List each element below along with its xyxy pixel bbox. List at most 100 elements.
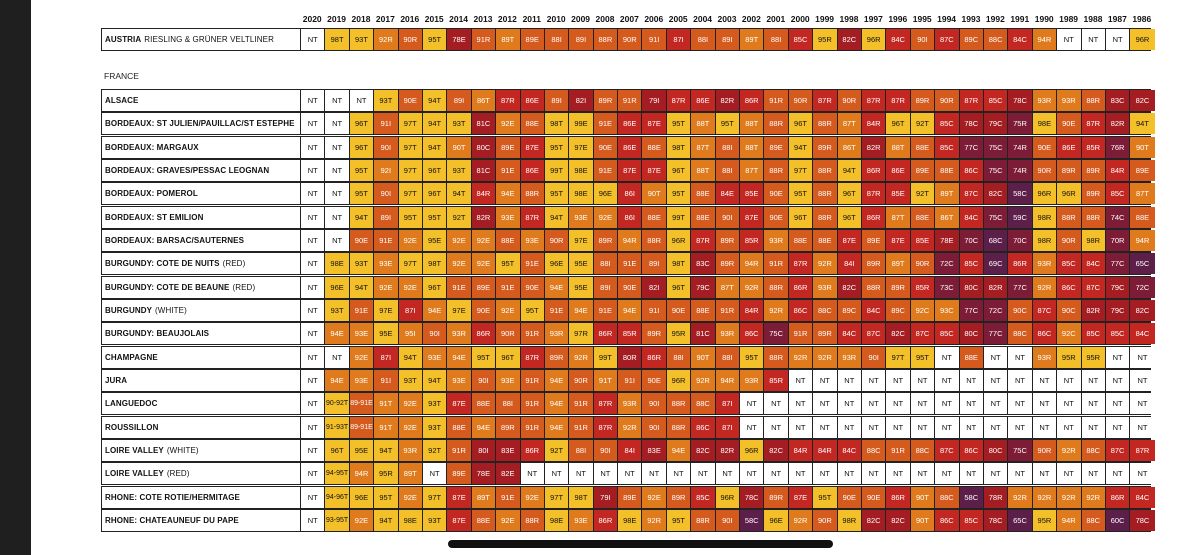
rating-cell: 89R [544, 347, 570, 368]
rating-cell: 90R [910, 253, 936, 274]
rating-cell: 75R [1008, 113, 1033, 134]
rating-cell: 91I [642, 300, 667, 321]
rating-cell: NT [740, 393, 765, 414]
region-name: BORDEAUX: ST EMILION [105, 213, 204, 222]
rating-cell: NT [959, 417, 984, 438]
rating-cell: 93E [496, 207, 521, 228]
rating-cell: NT [788, 370, 814, 391]
rating-cell: 83E [496, 440, 521, 461]
rating-cell: NT [1057, 463, 1082, 484]
rating-cell: 87I [666, 29, 692, 50]
rating-cell: NT [1105, 417, 1131, 438]
rating-cell: 79C [1105, 277, 1131, 298]
rating-cell: NT [837, 417, 862, 438]
rating-cell: 91R [447, 440, 472, 461]
rating-cell: 89R [910, 90, 936, 111]
rating-cell: 94E [544, 393, 570, 414]
rating-cell: 88E [496, 230, 521, 251]
rating-cell: 98E [325, 253, 350, 274]
row-label: BORDEAUX: BARSAC/SAUTERNES [102, 230, 301, 251]
rating-cell: 87T [1130, 183, 1155, 204]
rating-cell: 96E [593, 183, 619, 204]
rating-cell: 95E [569, 277, 594, 298]
rating-cell: NT [959, 393, 984, 414]
rating-cell: 86E [1057, 137, 1082, 158]
rating-cell: 82R [1081, 300, 1106, 321]
rating-cell: 98E [398, 510, 423, 531]
rating-cell: 94-96T [325, 487, 350, 508]
rating-cell: 87E [788, 487, 814, 508]
rating-cell: 86C [1057, 277, 1082, 298]
rating-cell: 93R [1032, 347, 1058, 368]
rating-cell: 85C [935, 113, 960, 134]
rating-cell: 89R [813, 323, 838, 344]
region-name: RHONE: COTE ROTIE/HERMITAGE [105, 493, 240, 502]
rating-cell: 88I [666, 347, 692, 368]
horizontal-scrollbar[interactable] [448, 540, 833, 548]
rating-cell: 92E [398, 230, 423, 251]
rating-cell: 88R [813, 160, 838, 181]
rating-cell: 90R [618, 29, 643, 50]
rating-cell: NT [325, 183, 350, 204]
row-label: BURGUNDY: COTE DE NUITS (RED) [102, 253, 301, 274]
rating-cell: 88R [861, 277, 887, 298]
row-label: LANGUEDOC [102, 393, 301, 414]
rating-cell: 95T [544, 183, 570, 204]
rating-cell: 86I [618, 183, 643, 204]
rating-cell: 93E [569, 207, 594, 228]
rating-cell: 85R [764, 370, 789, 391]
rating-cell: 99E [569, 113, 594, 134]
rating-cell: 93R [618, 393, 643, 414]
rating-cell: NT [1057, 393, 1082, 414]
row-label: BORDEAUX: MARGAUX [102, 137, 301, 158]
rating-cell: 88I [544, 29, 570, 50]
rating-cell: 87C [935, 440, 960, 461]
row-label: BURGUNDY (WHITE) [102, 300, 301, 321]
rating-cell: 91I [374, 113, 399, 134]
rating-cell: NT [301, 29, 326, 50]
rating-cell: 82R [983, 277, 1009, 298]
rating-cell: 91R [520, 323, 545, 344]
rating-cell: 83C [1105, 90, 1131, 111]
rating-cell: 91I [642, 29, 667, 50]
rating-cell: 92T [910, 183, 936, 204]
rating-cell: 90I [715, 510, 741, 531]
rating-cell: NT [544, 463, 570, 484]
region-name: BORDEAUX: ST JULIEN/PAUILLAC/ST ESTEPHE [105, 119, 295, 128]
rating-cell: 90T [642, 183, 667, 204]
rating-cell: 98E [1032, 113, 1058, 134]
rating-cell: 94E [666, 440, 692, 461]
rating-cell: 80R [618, 347, 643, 368]
rating-cell: 90T [910, 487, 936, 508]
rating-cell: 90I [471, 370, 497, 391]
region-name: BORDEAUX: MARGAUX [105, 143, 199, 152]
rating-cell: NT [861, 463, 887, 484]
rating-cell: 79I [642, 90, 667, 111]
rating-cell: 96E [544, 253, 570, 274]
rating-cell: 86R [1105, 487, 1131, 508]
rating-cell: 88R [642, 230, 667, 251]
rating-cell: 86R [593, 510, 619, 531]
rating-cell: NT [1008, 370, 1033, 391]
rating-cell: 93R [544, 323, 570, 344]
rating-cell: 95R [1057, 347, 1082, 368]
rating-cell: 90E [837, 487, 862, 508]
rating-cell: 91E [496, 487, 521, 508]
row-label: ROUSSILLON [102, 417, 301, 438]
rating-cell: 97T [398, 183, 423, 204]
rating-cell: 91R [520, 417, 545, 438]
rating-cell: 88C [861, 440, 887, 461]
row-label: LOIRE VALLEY (RED) [102, 463, 301, 484]
rating-cell: 88C [935, 487, 960, 508]
left-window-frame [0, 0, 31, 555]
rating-cell: 98E [544, 510, 570, 531]
rating-cell: 75C [1008, 440, 1033, 461]
rating-cell: NT [1081, 370, 1106, 391]
rating-cell: 92R [740, 277, 765, 298]
rating-cell: 94T [422, 370, 448, 391]
table-row: JURA NT 94E 93E 91I 93T 94T 93E 90I 93E 91R 94E 90R 9… [101, 369, 1155, 392]
rating-cell: 95T [349, 160, 375, 181]
table-row: ROUSSILLON NT 91-93T 89-91E 91T 92E 93T 88E 94E 8… [101, 416, 1155, 439]
rating-cell: NT [325, 160, 350, 181]
rating-cell: 90I [374, 183, 399, 204]
